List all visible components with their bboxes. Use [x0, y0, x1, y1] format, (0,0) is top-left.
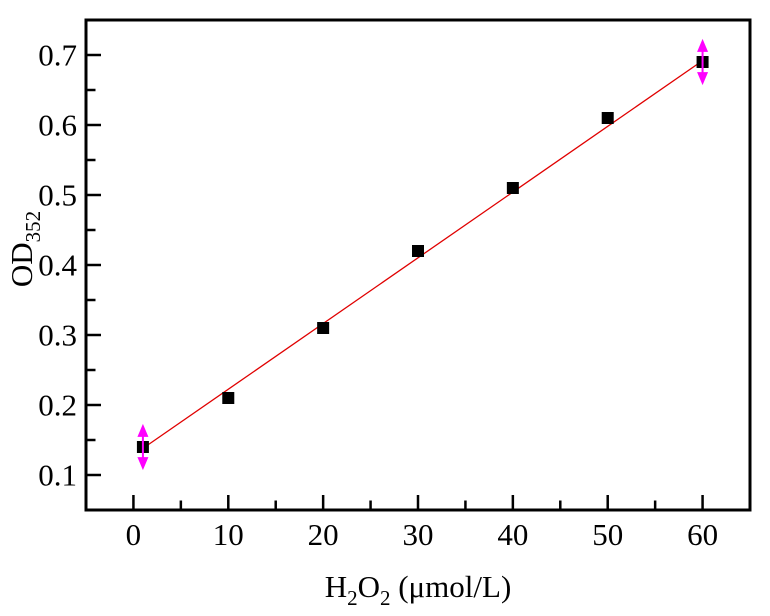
- data-point: [506, 182, 519, 194]
- x-tick-label: 0: [126, 517, 142, 552]
- x-axis-label-segment: H: [325, 569, 347, 604]
- arrow-up-icon: [137, 423, 149, 437]
- x-axis-label-segment: O: [358, 569, 380, 604]
- x-tick-label: 30: [403, 517, 434, 552]
- arrow-down-icon: [137, 457, 149, 471]
- x-axis-label-segment: 2: [347, 586, 358, 610]
- y-tick-label: 0.3: [38, 318, 77, 353]
- data-point: [601, 112, 614, 124]
- x-axis-label-segment: 2: [380, 586, 391, 610]
- x-axis-label: H2O2 (μmol/L): [325, 569, 512, 610]
- x-tick-label: 40: [497, 517, 528, 552]
- data-point: [222, 392, 235, 404]
- y-axis-label-segment: OD: [4, 242, 39, 287]
- x-tick-label: 50: [592, 517, 623, 552]
- y-axis-label: OD352: [4, 211, 45, 287]
- x-tick-label: 60: [687, 517, 718, 552]
- arrow-down-icon: [697, 72, 709, 86]
- plot-border: [84, 18, 752, 512]
- x-tick-label: 20: [308, 517, 339, 552]
- y-tick-label: 0.6: [38, 108, 77, 143]
- data-point: [412, 245, 424, 257]
- y-tick-label: 0.5: [38, 178, 77, 213]
- y-tick-label: 0.4: [38, 248, 77, 283]
- y-tick-label: 0.2: [38, 388, 77, 423]
- y-tick-label: 0.7: [38, 38, 77, 73]
- y-tick-label: 0.1: [38, 458, 77, 493]
- data-point: [317, 322, 330, 334]
- arrow-up-icon: [697, 38, 709, 52]
- x-axis-label-segment: (μmol/L): [390, 569, 511, 604]
- error-bar: [137, 423, 149, 471]
- error-bar: [697, 38, 709, 86]
- x-tick-label: 10: [213, 517, 244, 552]
- y-axis-label-segment: 352: [21, 211, 45, 243]
